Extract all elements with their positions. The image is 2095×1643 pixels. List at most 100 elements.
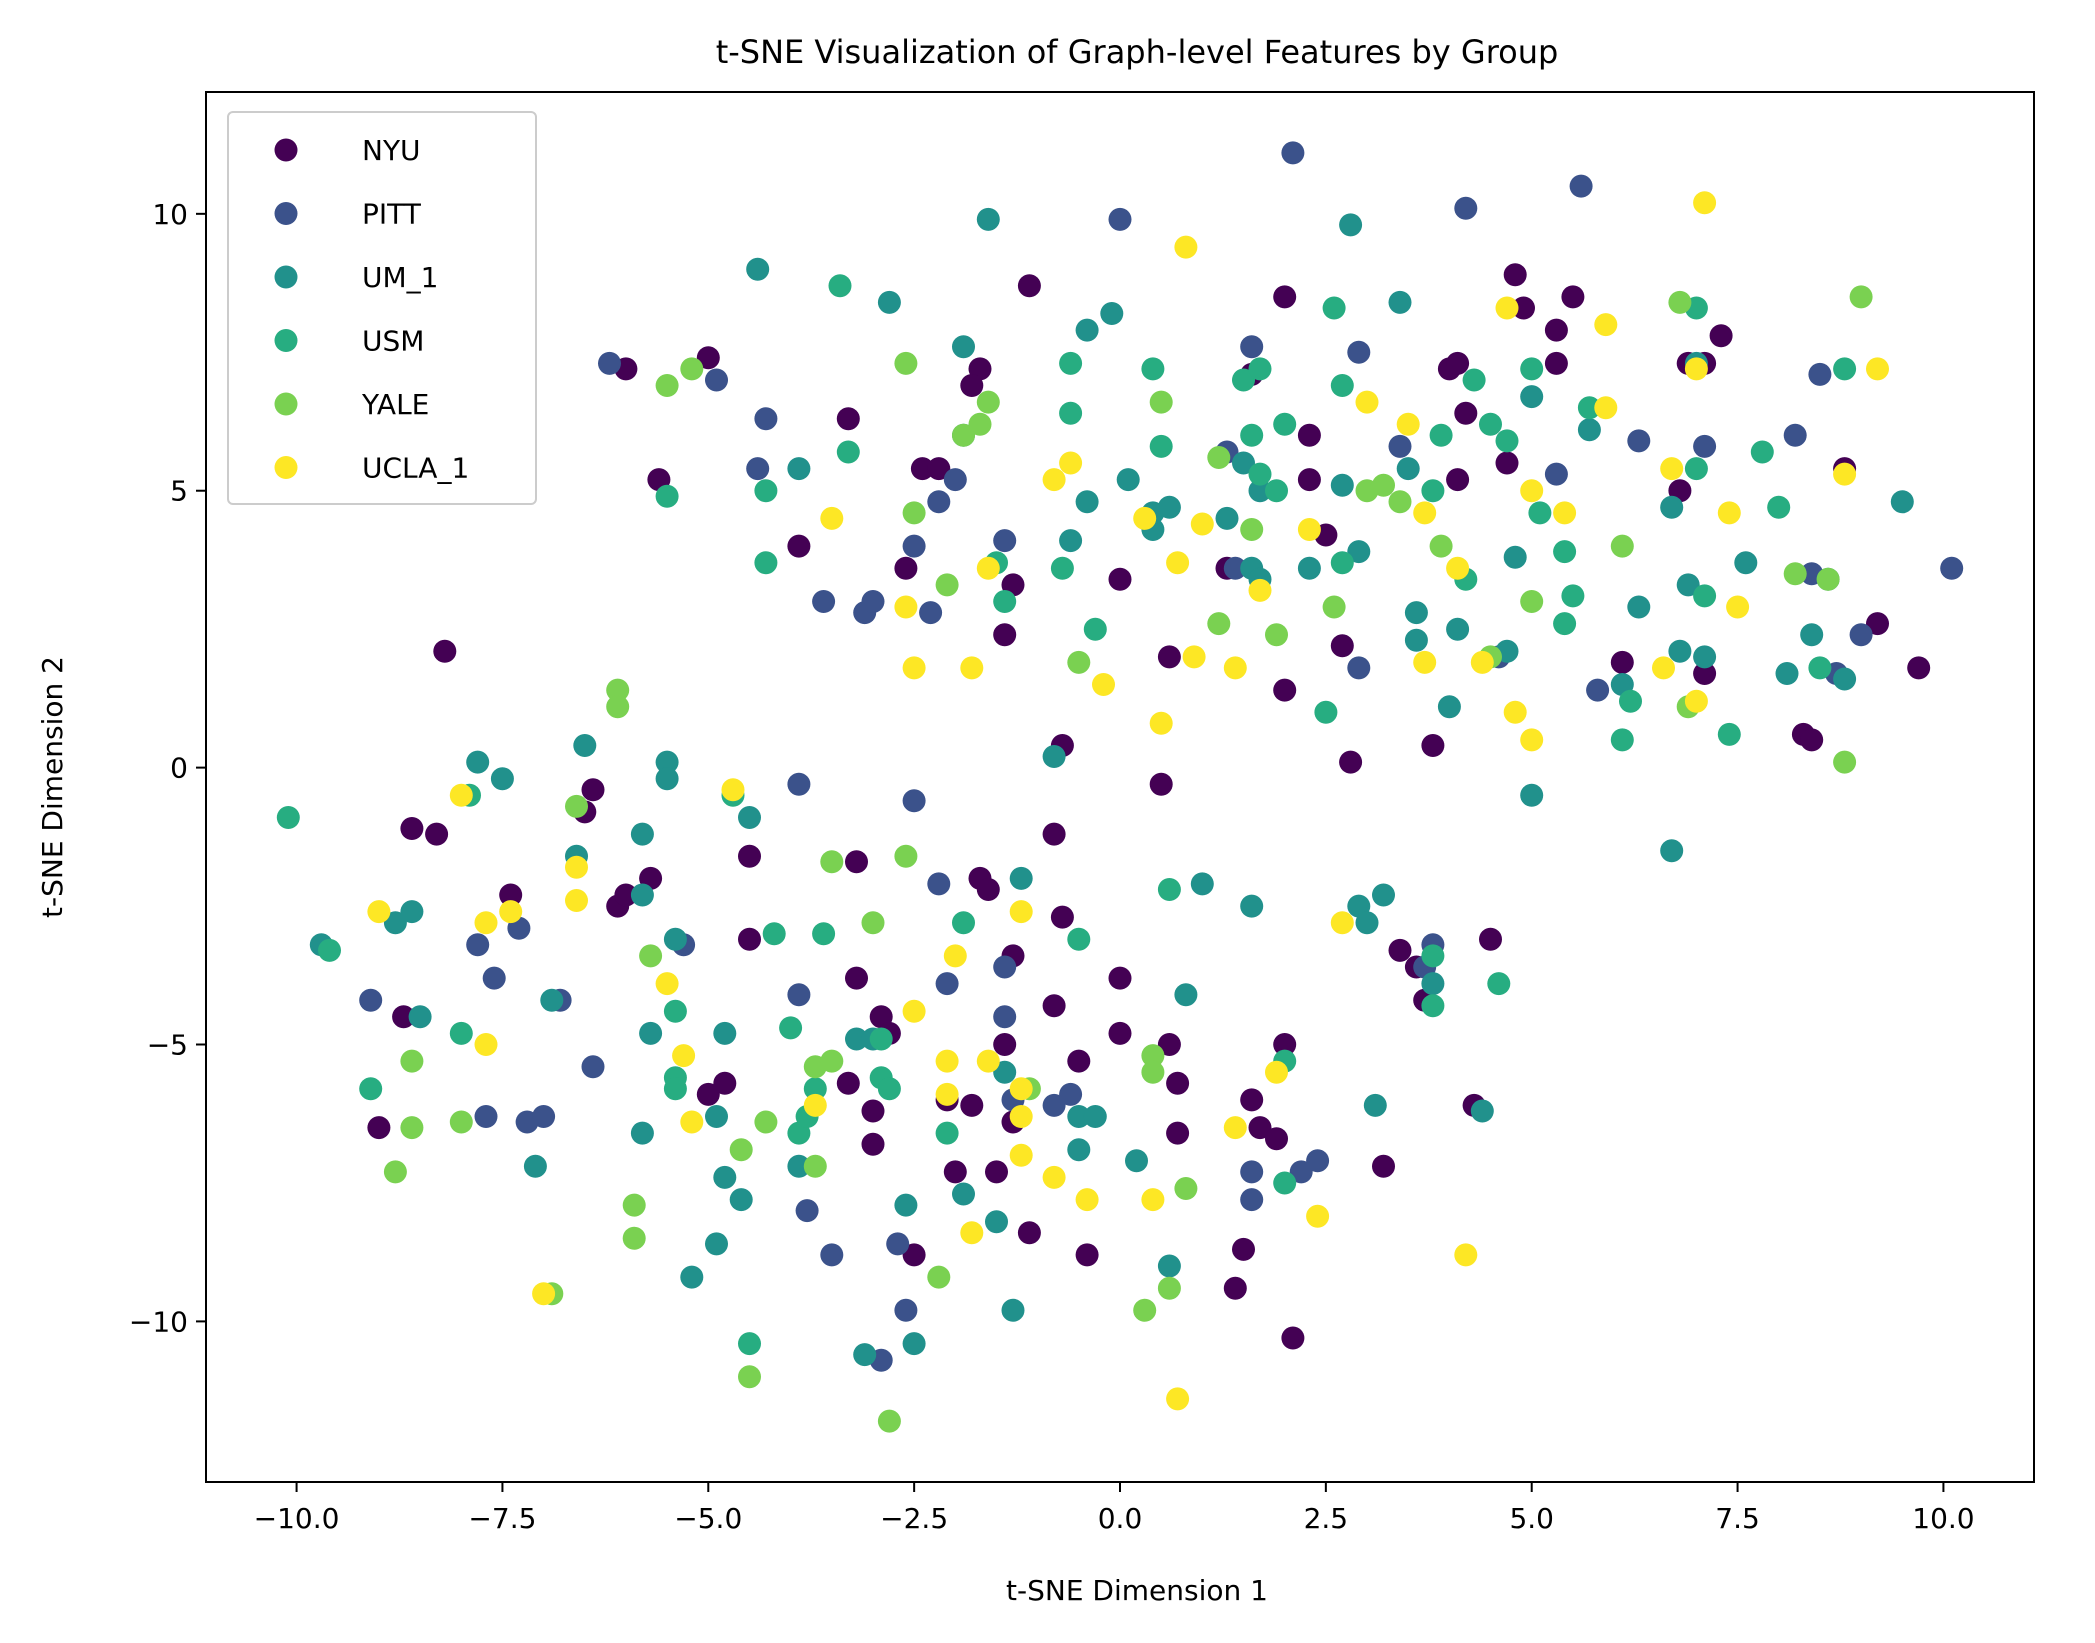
x-tick-label: −5.0 — [674, 1502, 742, 1535]
point-yale — [935, 573, 959, 597]
point-um-1 — [1446, 617, 1470, 641]
point-usm — [1693, 584, 1717, 608]
point-um-1 — [1083, 1105, 1107, 1128]
point-ucla-1 — [1306, 1204, 1330, 1228]
point-pitt — [1306, 1149, 1330, 1173]
point-pitt — [886, 1232, 910, 1256]
point-usm — [779, 1016, 803, 1040]
x-axis: −10.0 −7.5 −5.0 −2.5 0.0 2.5 5.0 7.5 10.0 — [254, 1482, 1975, 1535]
point-um-1 — [1734, 551, 1758, 575]
legend-marker — [274, 392, 298, 416]
point-um-1 — [680, 1265, 704, 1289]
point-ucla-1 — [1182, 645, 1206, 669]
point-yale — [1849, 285, 1873, 309]
point-nyu — [836, 407, 860, 431]
point-ucla-1 — [976, 1049, 1000, 1073]
legend-label: UCLA_1 — [362, 452, 469, 485]
point-nyu — [1479, 927, 1502, 951]
point-yale — [655, 374, 679, 397]
point-usm — [1141, 357, 1165, 381]
point-nyu — [902, 1243, 926, 1267]
point-usm — [359, 1077, 383, 1101]
point-ucla-1 — [1693, 191, 1717, 215]
point-um-1 — [1100, 302, 1124, 325]
point-um-1 — [877, 290, 901, 314]
point-yale — [976, 390, 1000, 414]
point-usm — [1265, 479, 1288, 503]
point-yale — [1372, 473, 1395, 497]
point-pitt — [474, 1105, 498, 1128]
legend-marker — [274, 265, 298, 289]
x-tick-label: −2.5 — [880, 1502, 948, 1535]
point-um-1 — [1297, 556, 1321, 580]
point-pitt — [1569, 174, 1593, 198]
point-ucla-1 — [1141, 1188, 1165, 1212]
point-um-1 — [705, 1105, 728, 1128]
point-usm — [1273, 412, 1297, 436]
point-um-1 — [1676, 573, 1700, 597]
point-yale — [400, 1116, 424, 1140]
point-nyu — [1157, 1033, 1181, 1056]
y-tick-label: 10 — [152, 198, 188, 231]
point-pitt — [1223, 556, 1247, 580]
point-um-1 — [729, 1188, 753, 1212]
point-ucla-1 — [960, 656, 984, 680]
point-ucla-1 — [474, 911, 498, 935]
legend: NYU PITT UM_1 USM YALE UCLA_1 — [227, 111, 537, 505]
point-ucla-1 — [1075, 1188, 1099, 1212]
point-nyu — [943, 1160, 967, 1184]
point-yale — [622, 1226, 646, 1250]
point-um-1 — [705, 1232, 728, 1256]
point-nyu — [1108, 966, 1132, 990]
point-um-1 — [1396, 457, 1420, 481]
point-nyu — [836, 1071, 860, 1095]
point-nyu — [1042, 994, 1066, 1018]
point-yale — [861, 911, 885, 935]
point-usm — [803, 1077, 827, 1101]
point-ucla-1 — [474, 1033, 498, 1056]
point-um-1 — [1339, 213, 1363, 237]
point-pitt — [1042, 1093, 1066, 1117]
point-ucla-1 — [1660, 457, 1684, 481]
point-ucla-1 — [1413, 501, 1437, 525]
point-pitt — [1544, 462, 1568, 486]
point-um-1 — [630, 822, 654, 846]
point-um-1 — [1116, 468, 1140, 492]
point-pitt — [902, 789, 926, 813]
point-usm — [276, 806, 300, 829]
point-usm — [869, 1027, 893, 1051]
point-usm — [993, 590, 1017, 613]
point-pitt — [993, 1005, 1017, 1029]
point-usm — [1495, 429, 1519, 453]
point-nyu — [1273, 285, 1297, 309]
point-yale — [606, 695, 630, 719]
point-yale — [902, 501, 926, 525]
point-pitt — [993, 529, 1017, 553]
point-pitt — [902, 534, 926, 558]
point-nyu — [1273, 678, 1297, 702]
point-um-1 — [746, 257, 770, 281]
point-ucla-1 — [1446, 556, 1470, 580]
legend-marker — [274, 202, 298, 225]
point-yale — [1388, 490, 1412, 514]
point-nyu — [1017, 1221, 1041, 1245]
point-nyu — [499, 883, 523, 907]
point-um-1 — [1075, 318, 1099, 342]
point-pitt — [1808, 362, 1832, 386]
point-yale — [1429, 534, 1453, 558]
point-um-1 — [400, 900, 424, 924]
x-tick-label: 10.0 — [1912, 1502, 1974, 1535]
point-usm — [1553, 612, 1577, 636]
point-yale — [1240, 518, 1264, 541]
point-ucla-1 — [1190, 512, 1214, 536]
point-pitt — [705, 368, 728, 392]
point-um-1 — [1009, 866, 1033, 890]
point-ucla-1 — [565, 855, 588, 879]
point-pitt — [598, 351, 621, 375]
point-um-1 — [985, 1210, 1008, 1234]
point-um-1 — [408, 1005, 432, 1029]
point-ucla-1 — [672, 1044, 696, 1068]
point-yale — [894, 844, 918, 868]
point-um-1 — [1470, 1099, 1494, 1123]
point-nyu — [433, 639, 457, 663]
